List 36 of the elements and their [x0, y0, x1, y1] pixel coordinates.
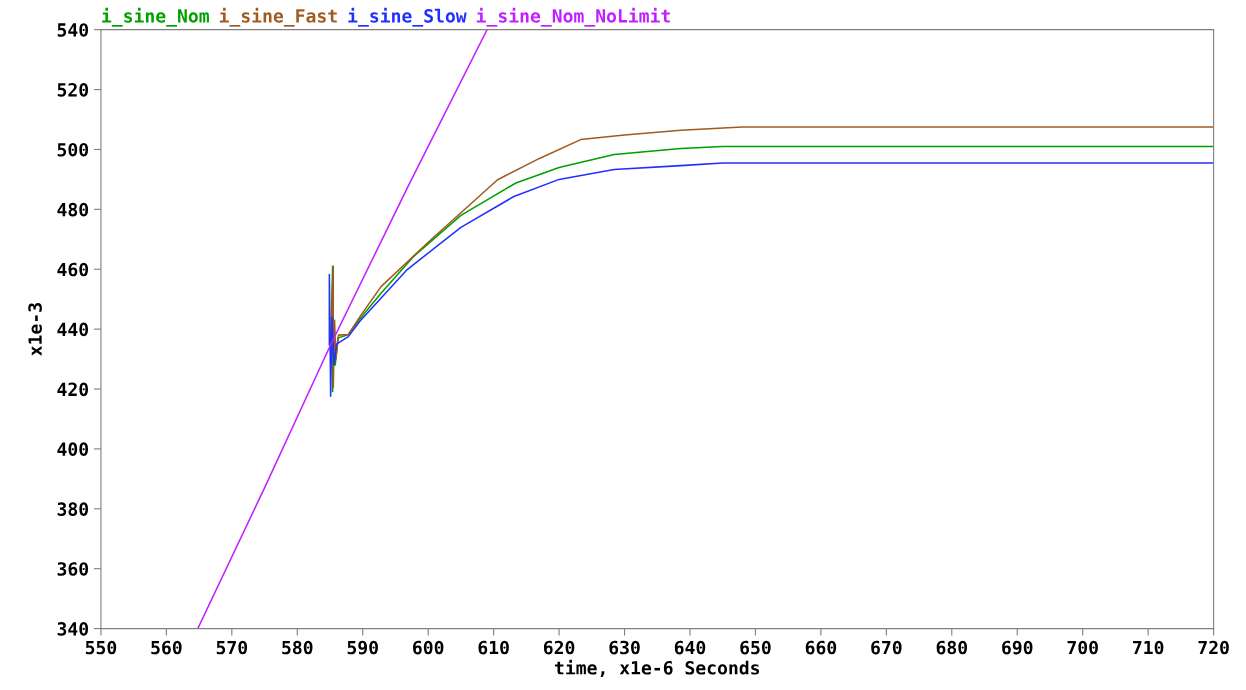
y-tick-label: 400: [57, 442, 89, 457]
x-tick-label: 560: [151, 640, 182, 655]
text: i_sine_Nom: [102, 7, 209, 27]
y-tick-label: 460: [57, 262, 89, 277]
x-tick-label: 690: [1002, 640, 1033, 655]
x-tick-label: 700: [1067, 640, 1098, 655]
y-tick-label: 360: [57, 562, 89, 576]
x-tick-label: 580: [282, 640, 313, 655]
x-tick-label: 620: [543, 640, 575, 655]
x-tick-label: 680: [936, 640, 968, 655]
text: i_sine_Slow: [348, 7, 467, 27]
y-tick-label: 540: [57, 23, 89, 37]
x-tick-label: 630: [609, 640, 640, 655]
y-tick-label: 440: [57, 322, 89, 337]
x-tick-label: 650: [740, 640, 771, 655]
x-axis-title: time, x1e-6 Seconds: [554, 659, 760, 677]
y-tick-label: 480: [57, 202, 89, 217]
x-tick-label: 720: [1198, 640, 1229, 655]
x-tick-label: 640: [674, 640, 706, 655]
series-label: i_sine_Nom_NoLimit: [476, 7, 670, 27]
y-tick-label: 520: [57, 83, 89, 97]
y-tick-label: 420: [57, 382, 89, 397]
x-tick-label: 550: [85, 640, 117, 655]
y-axis-title: x1e-3: [28, 303, 42, 356]
x-tick-label: 590: [347, 640, 378, 655]
y-tick-label: 380: [57, 502, 89, 516]
y-tick-label: 340: [57, 622, 89, 636]
x-tick-label: 610: [478, 640, 509, 655]
x-tick-label: 670: [871, 640, 902, 655]
x-tick-label: 570: [216, 640, 248, 655]
x-tick-label: 660: [805, 640, 837, 655]
y-tick-label: 500: [57, 142, 89, 157]
line-series: [197, 29, 488, 629]
x-tick-label: 600: [413, 640, 444, 655]
text: i_sine_Fast: [219, 7, 337, 27]
x-tick-label: 710: [1133, 640, 1164, 655]
